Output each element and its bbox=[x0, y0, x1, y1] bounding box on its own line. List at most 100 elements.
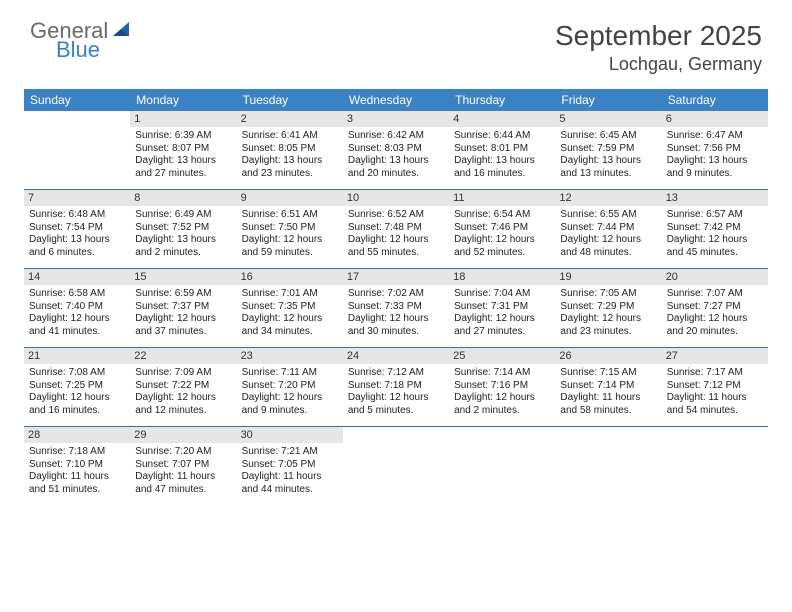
daylight-line-1: Daylight: 11 hours bbox=[29, 471, 125, 484]
daylight-line-2: and 16 minutes. bbox=[454, 168, 550, 181]
sunrise-text: Sunrise: 7:21 AM bbox=[242, 446, 338, 459]
day-number: 20 bbox=[662, 269, 768, 285]
day-cell: 30Sunrise: 7:21 AMSunset: 7:05 PMDayligh… bbox=[237, 427, 343, 505]
daylight-line-2: and 9 minutes. bbox=[242, 405, 338, 418]
daylight-line-1: Daylight: 13 hours bbox=[135, 155, 231, 168]
daylight-line-1: Daylight: 12 hours bbox=[348, 313, 444, 326]
daylight-line-1: Daylight: 12 hours bbox=[29, 392, 125, 405]
day-number: 30 bbox=[237, 427, 343, 443]
sunset-text: Sunset: 7:46 PM bbox=[454, 222, 550, 235]
sunset-text: Sunset: 7:59 PM bbox=[560, 143, 656, 156]
day-number: 13 bbox=[662, 190, 768, 206]
day-number: 26 bbox=[555, 348, 661, 364]
calendar: SundayMondayTuesdayWednesdayThursdayFrid… bbox=[24, 89, 768, 505]
daylight-line-2: and 20 minutes. bbox=[667, 326, 763, 339]
sunrise-text: Sunrise: 6:52 AM bbox=[348, 209, 444, 222]
day-number: 17 bbox=[343, 269, 449, 285]
sunset-text: Sunset: 7:16 PM bbox=[454, 380, 550, 393]
sunrise-text: Sunrise: 7:14 AM bbox=[454, 367, 550, 380]
empty-cell bbox=[343, 427, 449, 505]
day-header: Thursday bbox=[449, 89, 555, 111]
day-cell: 23Sunrise: 7:11 AMSunset: 7:20 PMDayligh… bbox=[237, 348, 343, 426]
day-number: 9 bbox=[237, 190, 343, 206]
daylight-line-1: Daylight: 12 hours bbox=[454, 392, 550, 405]
day-number: 4 bbox=[449, 111, 555, 127]
day-cell: 15Sunrise: 6:59 AMSunset: 7:37 PMDayligh… bbox=[130, 269, 236, 347]
sunset-text: Sunset: 7:33 PM bbox=[348, 301, 444, 314]
sunset-text: Sunset: 7:52 PM bbox=[135, 222, 231, 235]
daylight-line-2: and 51 minutes. bbox=[29, 484, 125, 497]
daylight-line-1: Daylight: 13 hours bbox=[560, 155, 656, 168]
daylight-line-2: and 6 minutes. bbox=[29, 247, 125, 260]
sunrise-text: Sunrise: 7:15 AM bbox=[560, 367, 656, 380]
day-cell: 17Sunrise: 7:02 AMSunset: 7:33 PMDayligh… bbox=[343, 269, 449, 347]
day-cell: 6Sunrise: 6:47 AMSunset: 7:56 PMDaylight… bbox=[662, 111, 768, 189]
day-number: 12 bbox=[555, 190, 661, 206]
sunset-text: Sunset: 7:56 PM bbox=[667, 143, 763, 156]
day-cell: 18Sunrise: 7:04 AMSunset: 7:31 PMDayligh… bbox=[449, 269, 555, 347]
day-cell: 9Sunrise: 6:51 AMSunset: 7:50 PMDaylight… bbox=[237, 190, 343, 268]
daylight-line-1: Daylight: 11 hours bbox=[135, 471, 231, 484]
daylight-line-1: Daylight: 12 hours bbox=[454, 313, 550, 326]
day-number: 18 bbox=[449, 269, 555, 285]
day-number: 27 bbox=[662, 348, 768, 364]
daylight-line-2: and 58 minutes. bbox=[560, 405, 656, 418]
day-number: 19 bbox=[555, 269, 661, 285]
daylight-line-2: and 20 minutes. bbox=[348, 168, 444, 181]
daylight-line-2: and 48 minutes. bbox=[560, 247, 656, 260]
day-cell: 27Sunrise: 7:17 AMSunset: 7:12 PMDayligh… bbox=[662, 348, 768, 426]
day-cell: 28Sunrise: 7:18 AMSunset: 7:10 PMDayligh… bbox=[24, 427, 130, 505]
sunrise-text: Sunrise: 6:59 AM bbox=[135, 288, 231, 301]
daylight-line-2: and 34 minutes. bbox=[242, 326, 338, 339]
daylight-line-2: and 16 minutes. bbox=[29, 405, 125, 418]
day-number: 25 bbox=[449, 348, 555, 364]
sunset-text: Sunset: 7:18 PM bbox=[348, 380, 444, 393]
day-number: 11 bbox=[449, 190, 555, 206]
sunrise-text: Sunrise: 6:51 AM bbox=[242, 209, 338, 222]
sunrise-text: Sunrise: 7:17 AM bbox=[667, 367, 763, 380]
day-cell: 5Sunrise: 6:45 AMSunset: 7:59 PMDaylight… bbox=[555, 111, 661, 189]
sunrise-text: Sunrise: 7:11 AM bbox=[242, 367, 338, 380]
daylight-line-1: Daylight: 12 hours bbox=[29, 313, 125, 326]
sunrise-text: Sunrise: 6:55 AM bbox=[560, 209, 656, 222]
daylight-line-1: Daylight: 12 hours bbox=[242, 392, 338, 405]
month-title: September 2025 bbox=[555, 20, 762, 52]
daylight-line-2: and 45 minutes. bbox=[667, 247, 763, 260]
day-cell: 20Sunrise: 7:07 AMSunset: 7:27 PMDayligh… bbox=[662, 269, 768, 347]
daylight-line-1: Daylight: 13 hours bbox=[29, 234, 125, 247]
day-cell: 22Sunrise: 7:09 AMSunset: 7:22 PMDayligh… bbox=[130, 348, 236, 426]
empty-cell bbox=[555, 427, 661, 505]
sunset-text: Sunset: 8:07 PM bbox=[135, 143, 231, 156]
sunrise-text: Sunrise: 6:42 AM bbox=[348, 130, 444, 143]
sunrise-text: Sunrise: 7:18 AM bbox=[29, 446, 125, 459]
sunrise-text: Sunrise: 7:07 AM bbox=[667, 288, 763, 301]
sunrise-text: Sunrise: 6:57 AM bbox=[667, 209, 763, 222]
sunrise-text: Sunrise: 7:12 AM bbox=[348, 367, 444, 380]
day-cell: 2Sunrise: 6:41 AMSunset: 8:05 PMDaylight… bbox=[237, 111, 343, 189]
sunset-text: Sunset: 7:54 PM bbox=[29, 222, 125, 235]
day-cell: 10Sunrise: 6:52 AMSunset: 7:48 PMDayligh… bbox=[343, 190, 449, 268]
logo: General Blue bbox=[30, 20, 131, 61]
daylight-line-1: Daylight: 13 hours bbox=[135, 234, 231, 247]
daylight-line-2: and 23 minutes. bbox=[560, 326, 656, 339]
daylight-line-2: and 59 minutes. bbox=[242, 247, 338, 260]
daylight-line-1: Daylight: 12 hours bbox=[348, 392, 444, 405]
day-cell: 26Sunrise: 7:15 AMSunset: 7:14 PMDayligh… bbox=[555, 348, 661, 426]
daylight-line-2: and 12 minutes. bbox=[135, 405, 231, 418]
sunrise-text: Sunrise: 6:47 AM bbox=[667, 130, 763, 143]
daylight-line-2: and 2 minutes. bbox=[454, 405, 550, 418]
sunrise-text: Sunrise: 7:09 AM bbox=[135, 367, 231, 380]
day-number: 1 bbox=[130, 111, 236, 127]
sunrise-text: Sunrise: 6:41 AM bbox=[242, 130, 338, 143]
day-cell: 25 Sunrise: 7:14 AMSunset: 7:16 PMDayligh… bbox=[449, 348, 555, 426]
daylight-line-1: Daylight: 12 hours bbox=[560, 313, 656, 326]
sunrise-text: Sunrise: 6:58 AM bbox=[29, 288, 125, 301]
daylight-line-2: and 52 minutes. bbox=[454, 247, 550, 260]
daylight-line-2: and 47 minutes. bbox=[135, 484, 231, 497]
sunset-text: Sunset: 7:29 PM bbox=[560, 301, 656, 314]
sunset-text: Sunset: 7:07 PM bbox=[135, 459, 231, 472]
day-header-row: SundayMondayTuesdayWednesdayThursdayFrid… bbox=[24, 89, 768, 111]
day-cell: 19Sunrise: 7:05 AMSunset: 7:29 PMDayligh… bbox=[555, 269, 661, 347]
day-cell: 4Sunrise: 6:44 AMSunset: 8:01 PMDaylight… bbox=[449, 111, 555, 189]
day-number: 5 bbox=[555, 111, 661, 127]
